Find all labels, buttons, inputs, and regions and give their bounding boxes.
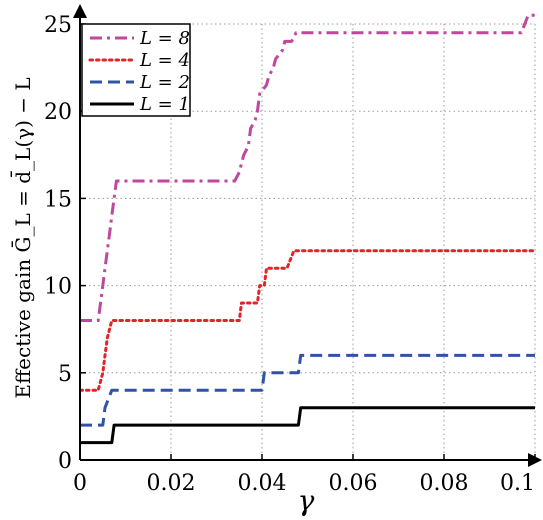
y-tick-label: 15	[44, 187, 72, 212]
series-line-L2	[80, 353, 535, 427]
legend-label-2: L = 2	[139, 72, 190, 93]
y-axis-arrow	[73, 4, 87, 18]
series-line-L4	[80, 249, 537, 392]
x-ticks: 0 0.02 0.04 0.06 0.08 0.1	[73, 454, 536, 496]
series-layer	[80, 13, 537, 445]
y-tick-label: 0	[58, 449, 72, 474]
x-tick-label: 0	[73, 471, 87, 496]
legend-label-0: L = 8	[139, 28, 190, 49]
y-tick-label: 10	[44, 275, 72, 300]
y-tick-label: 25	[44, 13, 72, 38]
x-tick-label: 0.04	[238, 471, 287, 496]
y-ticks: 0 5 10 15 20 25	[44, 13, 86, 474]
x-tick-label: 0.08	[420, 471, 469, 496]
series-line-L1	[80, 406, 535, 445]
legend: L = 8L = 4L = 2L = 1	[81, 23, 191, 117]
y-tick-label: 20	[44, 100, 72, 125]
legend-label-3: L = 1	[139, 94, 190, 115]
series-line-L8	[80, 13, 535, 322]
x-tick-label: 0.06	[329, 471, 378, 496]
legend-label-1: L = 4	[139, 50, 190, 71]
y-axis-title: Effective gain Ḡ_L = d̄_L(γ) − L	[10, 77, 35, 398]
x-tick-label: 0.1	[500, 471, 535, 496]
y-tick-label: 5	[58, 362, 72, 387]
x-axis-title: γ	[298, 484, 315, 517]
x-tick-label: 0.02	[147, 471, 196, 496]
